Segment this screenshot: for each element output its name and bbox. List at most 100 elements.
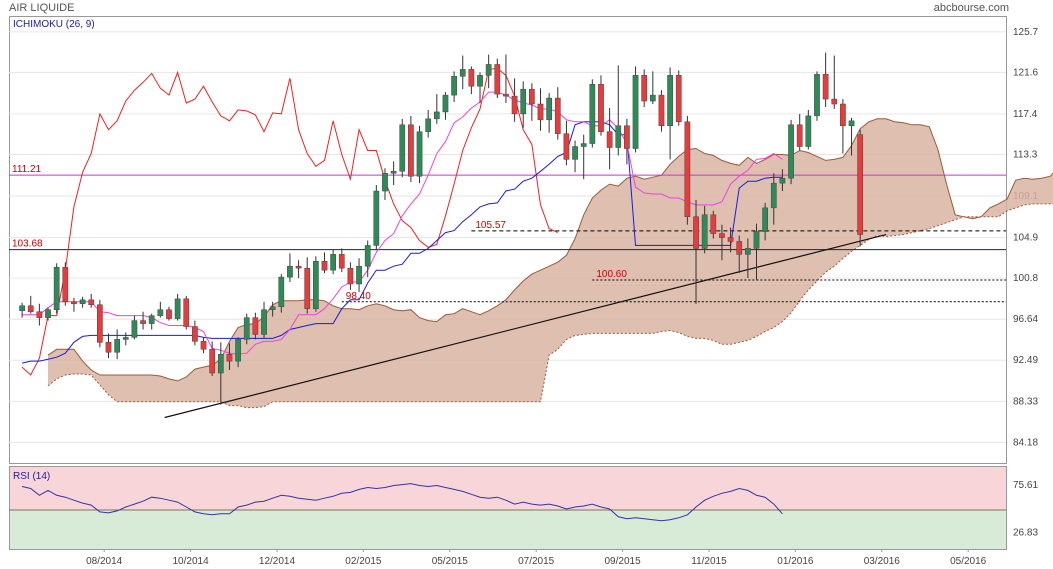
candle — [494, 58, 501, 99]
candle-body — [53, 266, 60, 310]
candle — [373, 185, 380, 251]
candle-body — [166, 309, 172, 319]
site-brand[interactable]: abcbourse.com — [933, 2, 1009, 14]
candle — [399, 118, 406, 178]
candle — [719, 224, 725, 261]
candle-body — [425, 118, 432, 132]
candle-body — [459, 69, 466, 77]
candle — [321, 252, 328, 274]
candle — [615, 65, 622, 156]
candle — [71, 297, 77, 312]
candle-body — [589, 83, 596, 144]
candle-body — [649, 94, 656, 102]
candle — [226, 343, 233, 371]
candle-body — [529, 88, 535, 105]
candle-body — [217, 353, 224, 374]
candle-body — [822, 74, 829, 100]
candle-body — [287, 265, 293, 278]
x-tick-label: 02/2015 — [345, 556, 382, 567]
candle — [554, 87, 561, 140]
candle — [356, 258, 362, 292]
candle — [97, 299, 103, 348]
candle — [840, 99, 846, 154]
candle-body — [269, 306, 276, 310]
candle — [814, 71, 820, 121]
x-tick-label: 11/2015 — [691, 556, 727, 567]
candle-body — [485, 64, 492, 76]
candle-body — [174, 298, 181, 319]
candle-body — [701, 214, 708, 249]
candle — [503, 54, 509, 104]
candle — [831, 55, 838, 109]
candle-body — [382, 172, 388, 192]
reference-label: 111.21 — [12, 164, 42, 175]
tenkan-sen-line — [22, 91, 783, 355]
candle — [693, 199, 699, 304]
candle — [131, 315, 138, 340]
candle-body — [710, 214, 717, 234]
x-tick-label: 10/2014 — [173, 556, 210, 567]
candle — [468, 66, 475, 95]
candle — [788, 119, 794, 185]
candle-body — [840, 103, 846, 127]
candle — [857, 129, 864, 247]
candle — [727, 227, 734, 253]
candle — [675, 70, 682, 126]
reference-label: 105.57 — [475, 220, 506, 231]
candle-body — [477, 75, 483, 87]
candle — [598, 75, 604, 136]
candle — [183, 295, 190, 330]
candle — [805, 109, 812, 150]
candle — [122, 332, 129, 346]
candle-body — [114, 339, 120, 353]
candle — [511, 78, 518, 122]
candle-body — [805, 115, 812, 147]
x-tick-label: 07/2015 — [518, 556, 555, 567]
candle-body — [399, 124, 406, 172]
y-tick-label: 84.18 — [1013, 437, 1038, 448]
candle-body — [641, 75, 648, 102]
candle — [745, 238, 751, 279]
candle — [114, 329, 120, 360]
candle-body — [779, 177, 786, 184]
candle-body — [278, 276, 285, 307]
candle — [295, 260, 302, 279]
candle — [304, 257, 311, 314]
candle — [27, 295, 34, 314]
candle-body — [745, 248, 751, 255]
candle-body — [658, 94, 665, 127]
chart-title: AIR LIQUIDE — [9, 2, 75, 14]
candle — [382, 168, 388, 200]
candle — [451, 71, 457, 103]
chikou-span-line — [21, 67, 559, 376]
y-tick-label: 113.3 — [1013, 149, 1038, 160]
candle-body — [390, 171, 397, 174]
candle-body — [624, 125, 630, 149]
candle-body — [338, 254, 345, 269]
x-tick-label: 05/2016 — [950, 556, 987, 567]
candle-body — [183, 298, 190, 327]
candle — [632, 66, 639, 153]
candle-body — [857, 134, 864, 235]
candle-body — [667, 75, 673, 127]
candle — [667, 67, 673, 160]
candle — [442, 92, 449, 120]
candle — [235, 337, 241, 368]
candle-body — [347, 267, 354, 285]
candle — [174, 293, 181, 321]
candle — [88, 293, 95, 308]
candle — [477, 72, 483, 104]
candle-body — [554, 97, 561, 134]
x-tick-label: 08/2014 — [86, 556, 123, 567]
candle — [79, 296, 86, 308]
rsi-y-tick-label: 26.83 — [1013, 528, 1038, 539]
candle — [762, 202, 768, 241]
x-tick-label: 03/2016 — [864, 556, 901, 567]
candle — [269, 301, 276, 317]
candle-body — [330, 254, 336, 271]
candle — [753, 223, 760, 281]
candle-body — [19, 305, 25, 311]
candle-body — [148, 315, 155, 324]
candle-body — [598, 83, 604, 132]
